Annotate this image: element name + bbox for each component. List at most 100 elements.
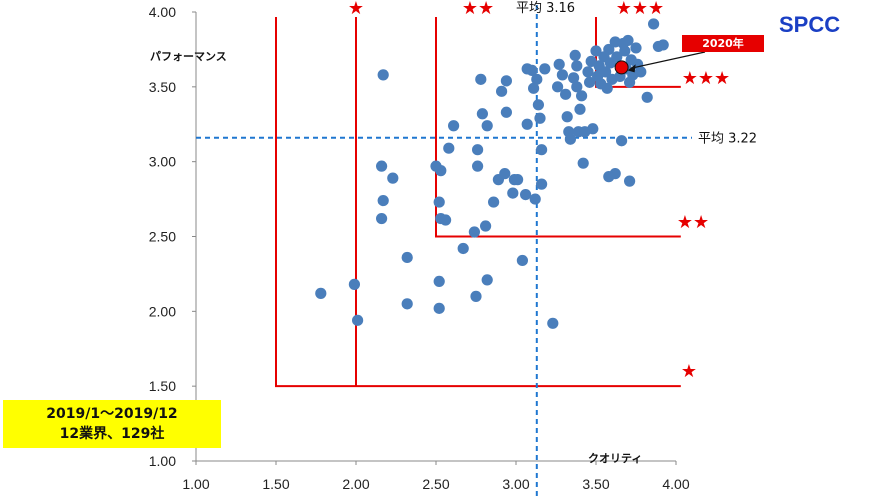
data-point xyxy=(377,194,389,207)
x-axis-title: クオリティ xyxy=(588,452,642,465)
data-point xyxy=(603,43,615,56)
data-point xyxy=(520,188,532,201)
data-point xyxy=(507,187,519,199)
data-point xyxy=(472,160,484,172)
data-point xyxy=(574,103,586,115)
data-point xyxy=(401,251,413,264)
data-point xyxy=(576,90,588,102)
data-point xyxy=(500,106,512,118)
data-point xyxy=(552,81,564,93)
y-tick-label: 2.50 xyxy=(149,229,176,245)
data-point xyxy=(571,60,583,72)
data-point xyxy=(584,76,596,88)
rank-frame-3 xyxy=(595,17,681,88)
data-point xyxy=(499,168,511,180)
data-point xyxy=(556,69,569,81)
data-point xyxy=(547,317,559,329)
scope-text: 12業界、129社 xyxy=(59,426,165,442)
data-point xyxy=(476,108,488,120)
rank-frame-1 xyxy=(275,17,681,388)
rank-stars: ★★ xyxy=(677,212,709,233)
mean-x-label: 平均 3.16 xyxy=(516,1,575,16)
data-point xyxy=(630,42,642,54)
data-point xyxy=(443,142,455,154)
data-point xyxy=(564,133,577,145)
data-point xyxy=(569,49,581,62)
data-point xyxy=(435,165,447,177)
data-point xyxy=(376,212,388,225)
y-axis-title: パフォーマンス xyxy=(150,50,227,63)
rank-stars: ★ xyxy=(348,0,364,19)
highlight-callout: 2020年 xyxy=(682,35,764,52)
data-point xyxy=(536,178,548,190)
data-point xyxy=(534,112,546,124)
rank-stars: ★★ xyxy=(462,0,494,19)
data-point xyxy=(511,174,524,186)
data-point xyxy=(496,85,508,97)
data-point xyxy=(315,287,327,299)
rank-stars: ★★★ xyxy=(682,68,730,89)
data-point xyxy=(433,196,445,208)
data-point xyxy=(539,63,551,75)
data-point xyxy=(480,220,492,232)
data-point xyxy=(582,66,594,78)
data-point xyxy=(601,82,613,94)
mean-y-label: 平均 3.22 xyxy=(698,132,757,147)
data-point xyxy=(481,120,493,132)
data-point xyxy=(560,88,572,100)
rank-stars: ★ xyxy=(681,361,697,382)
brand-logo: SPCC xyxy=(779,12,841,37)
data-point xyxy=(440,214,452,226)
data-point xyxy=(619,45,631,57)
data-point xyxy=(468,226,480,238)
x-tick-label: 3.50 xyxy=(582,476,609,492)
data-point xyxy=(348,278,360,290)
data-point xyxy=(457,242,469,255)
data-point xyxy=(622,34,634,47)
data-point xyxy=(553,58,565,70)
data-point xyxy=(475,73,487,85)
x-tick-label: 1.00 xyxy=(182,476,209,492)
rank-frame-2 xyxy=(435,17,681,238)
data-point xyxy=(577,157,589,169)
data-point xyxy=(641,91,653,103)
period-text: 2019/1～2019/12 xyxy=(46,406,178,422)
callout-arrow xyxy=(630,51,706,69)
data-point xyxy=(401,298,413,310)
data-point xyxy=(648,18,660,30)
data-point xyxy=(571,81,583,93)
data-point xyxy=(531,73,543,85)
data-point xyxy=(600,66,612,78)
data-point xyxy=(352,314,364,326)
y-tick-label: 1.50 xyxy=(149,378,176,394)
data-point xyxy=(433,275,445,287)
callout-arrowhead xyxy=(627,64,636,73)
data-point xyxy=(470,290,482,302)
data-point xyxy=(536,144,548,156)
highlight-point xyxy=(614,60,629,75)
data-point xyxy=(488,196,500,208)
data-point xyxy=(616,135,628,147)
data-point xyxy=(624,175,636,187)
x-tick-label: 2.50 xyxy=(422,476,449,492)
data-point xyxy=(657,39,669,51)
data-point xyxy=(448,120,460,132)
rank-stars: ★★★ xyxy=(616,0,664,19)
x-tick-label: 1.50 xyxy=(262,476,289,492)
data-point xyxy=(590,45,602,57)
data-point xyxy=(568,72,580,84)
x-tick-label: 4.00 xyxy=(662,476,689,492)
data-point xyxy=(500,75,512,87)
x-tick-label: 2.00 xyxy=(342,476,369,492)
data-point xyxy=(521,118,533,130)
data-point xyxy=(526,64,538,76)
data-point xyxy=(529,193,541,205)
y-tick-label: 3.50 xyxy=(149,79,176,95)
data-point xyxy=(481,274,493,286)
data-point xyxy=(377,69,389,81)
data-point xyxy=(516,254,529,267)
x-tick-label: 3.00 xyxy=(502,476,529,492)
data-point xyxy=(376,160,388,172)
data-point xyxy=(603,171,615,183)
y-tick-label: 2.00 xyxy=(149,303,176,319)
